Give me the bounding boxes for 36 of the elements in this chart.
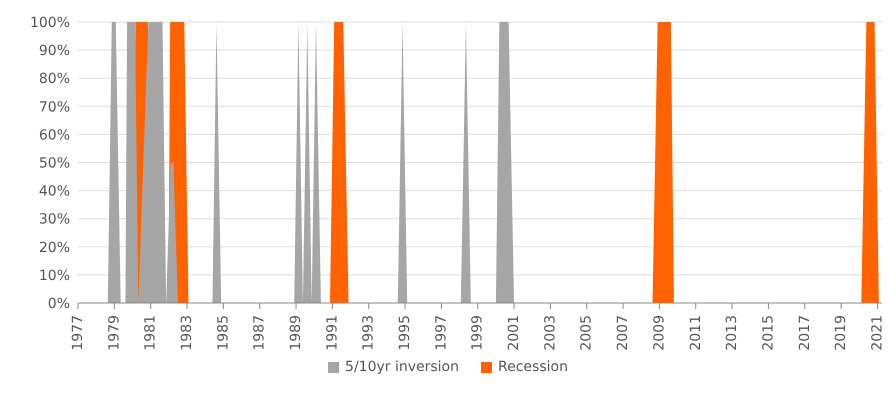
x-tick-label: 2015	[760, 315, 776, 351]
x-tick-label: 1987	[252, 315, 268, 351]
y-tick-label: 10%	[38, 268, 70, 284]
x-tick-label: 2019	[833, 315, 850, 351]
y-tick-label: 90%	[38, 43, 70, 60]
y-tick-label: 50%	[38, 155, 70, 172]
x-tick-label: 2007	[615, 315, 632, 351]
x-tick-label: 2017	[796, 315, 813, 351]
x-tick-label: 2001	[506, 315, 522, 351]
x-tick-label: 1977	[70, 315, 86, 351]
legend-label: 5/10yr inversion	[345, 359, 459, 375]
x-tick-label: 2005	[578, 315, 595, 351]
x-tick-label: 1995	[397, 315, 414, 351]
x-tick-label: 1979	[106, 315, 122, 351]
y-tick-label: 70%	[38, 99, 70, 116]
x-tick-label: 1981	[142, 315, 159, 351]
x-tick-label: 2021	[869, 315, 886, 351]
x-tick-label: 1999	[470, 315, 486, 351]
x-tick-label: 1991	[324, 315, 340, 351]
x-tick-label: 1985	[215, 315, 232, 351]
y-tick-label: 100%	[30, 14, 70, 31]
y-tick-label: 60%	[38, 127, 70, 144]
y-tick-label: 0%	[48, 296, 70, 312]
y-tick-label: 40%	[38, 184, 70, 200]
x-tick-label: 1993	[360, 315, 377, 351]
x-tick-label: 2013	[724, 315, 740, 351]
x-tick-label: 2003	[542, 315, 558, 351]
y-tick-label: 80%	[38, 71, 70, 88]
y-tick-label: 30%	[38, 212, 70, 228]
x-tick-label: 1989	[288, 315, 304, 351]
y-tick-label: 20%	[38, 240, 70, 256]
x-tick-label: 1983	[179, 315, 196, 351]
x-tick-label: 2009	[651, 315, 668, 351]
x-tick-label: 1997	[433, 315, 450, 351]
legend-label: Recession	[498, 359, 568, 375]
x-tick-label: 2011	[688, 315, 704, 351]
